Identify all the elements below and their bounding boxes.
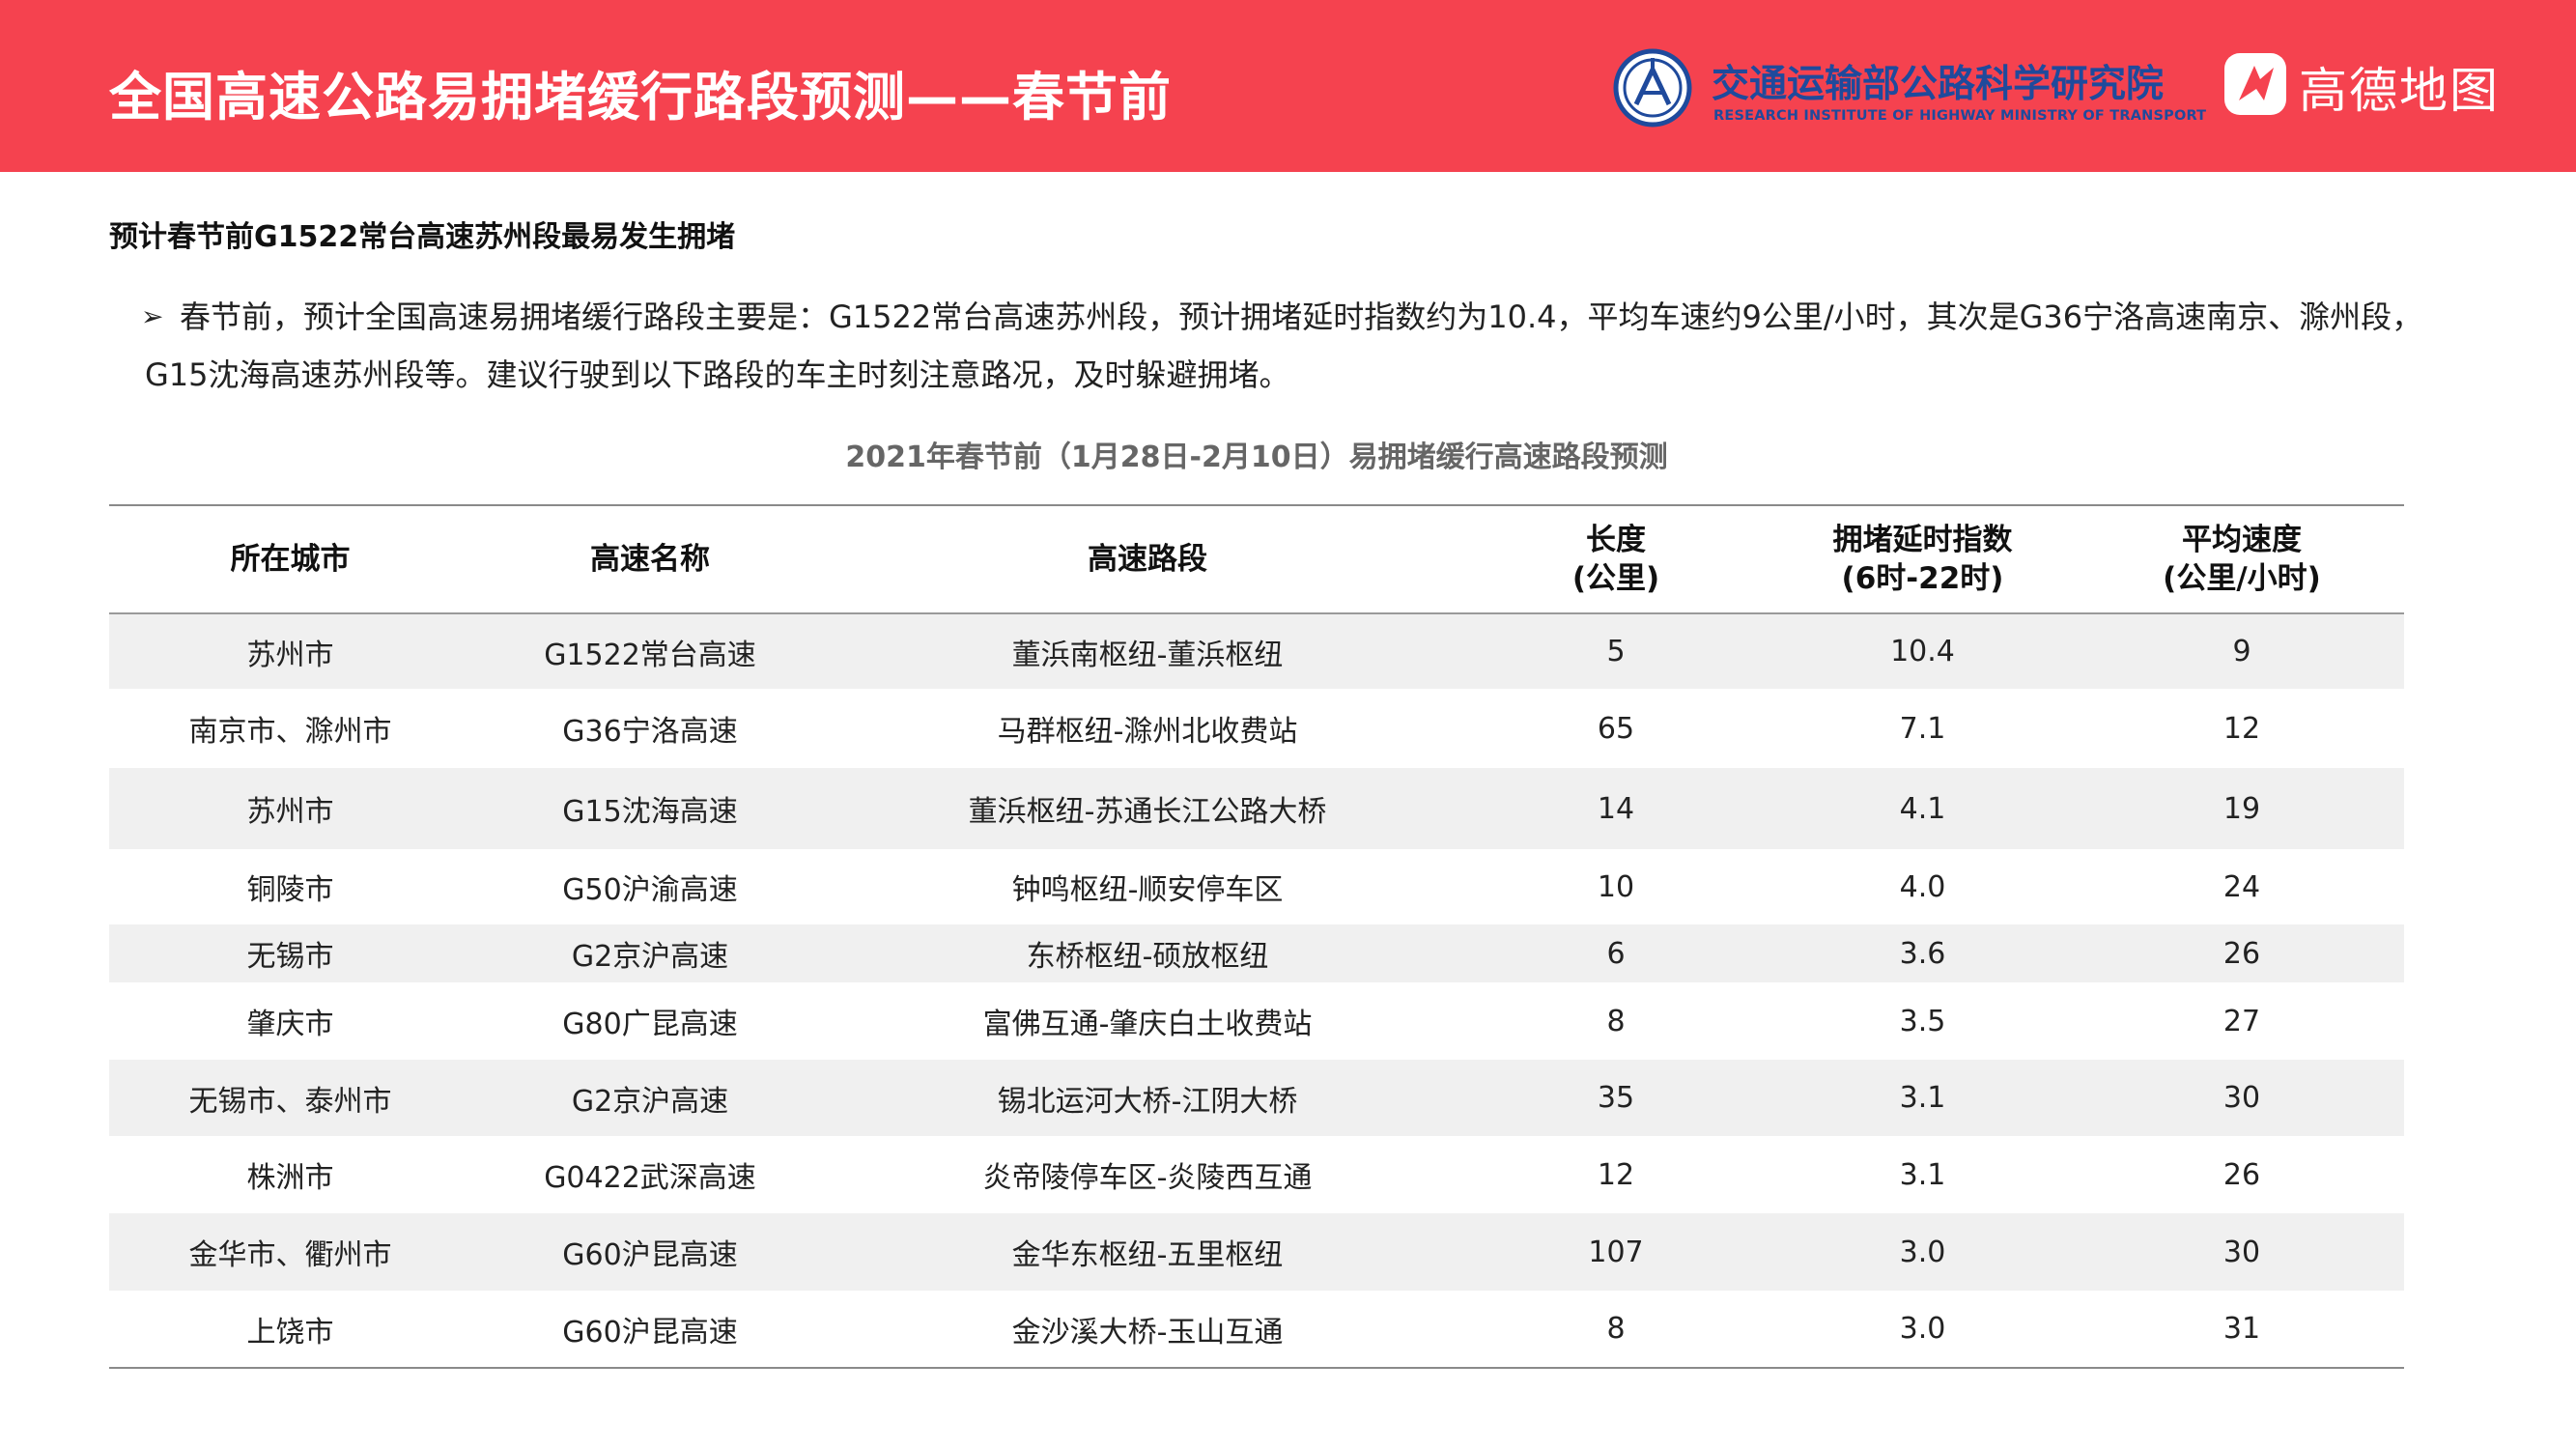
cell-length: 107 [1466, 1213, 1766, 1291]
cell-speed: 12 [2222, 711, 2261, 746]
cell-delay-index: 7.1 [1899, 711, 1946, 746]
table-row: 上饶市 G60沪昆高速 金沙溪大桥-玉山互通 8 3.0 31 [109, 1291, 2404, 1368]
cell-delay-index: 3.0 [1899, 1312, 1946, 1346]
cell-speed: 19 [2080, 768, 2404, 849]
header-delay-index: 拥堵延时指数 (6时-22时) [1766, 505, 2080, 614]
org-name-en: RESEARCH INSTITUTE OF HIGHWAY MINISTRY O… [1713, 108, 2207, 124]
amap-name: 高德地图 [2299, 63, 2500, 119]
cell-speed: 9 [2080, 613, 2404, 689]
cell-city: 南京市、滁州市 [188, 715, 392, 749]
cell-highway: G50沪渝高速 [562, 873, 738, 907]
bullet-arrow-icon: ➢ [141, 300, 164, 332]
cell-length: 8 [1606, 1004, 1626, 1038]
cell-segment: 锡北运河大桥-江阴大桥 [829, 1060, 1466, 1136]
cell-speed: 27 [2222, 1004, 2261, 1038]
cell-highway: G60沪昆高速 [562, 1315, 738, 1350]
cell-highway: G80广昆高速 [562, 1008, 738, 1041]
summary-text: 春节前，预计全国高速易拥堵缓行路段主要是：G1522常台高速苏州段，预计拥堵延时… [145, 298, 2423, 393]
cell-city: 金华市、衢州市 [109, 1213, 471, 1291]
org-name: 交通运输部公路科学研究院 [1712, 63, 2165, 106]
cell-highway: G2京沪高速 [471, 1060, 829, 1136]
cell-city: 株洲市 [246, 1161, 334, 1195]
cell-segment: 炎帝陵停车区-炎陵西互通 [982, 1161, 1313, 1195]
cell-delay-index: 4.1 [1766, 768, 2080, 849]
cell-segment: 钟鸣枢纽-顺安停车区 [1011, 873, 1284, 907]
header-length: 长度 (公里) [1466, 505, 1766, 614]
table-row: 铜陵市 G50沪渝高速 钟鸣枢纽-顺安停车区 10 4.0 24 [109, 849, 2404, 924]
cell-city: 铜陵市 [246, 873, 334, 907]
cell-highway: G0422武深高速 [544, 1161, 756, 1195]
amap-logo-icon [2224, 53, 2286, 115]
table-row: 株洲市 G0422武深高速 炎帝陵停车区-炎陵西互通 12 3.1 26 [109, 1136, 2404, 1213]
table-caption: 2021年春节前（1月28日-2月10日）易拥堵缓行高速路段预测 [845, 440, 1668, 474]
page-title: 全国高速公路易拥堵缓行路段预测——春节前 [109, 67, 1172, 128]
cell-delay-index: 3.1 [1766, 1060, 2080, 1136]
header-city: 所在城市 [109, 505, 471, 614]
cell-length: 6 [1466, 924, 1766, 982]
cell-city: 苏州市 [109, 768, 471, 849]
cell-highway: G1522常台高速 [471, 613, 829, 689]
cell-highway: G2京沪高速 [471, 924, 829, 982]
cell-segment: 董浜枢纽-苏通长江公路大桥 [829, 768, 1466, 849]
cell-segment: 富佛互通-肇庆白土收费站 [982, 1008, 1313, 1041]
cell-city: 无锡市、泰州市 [109, 1060, 471, 1136]
cell-length: 65 [1597, 711, 1635, 746]
summary-paragraph: 春节前，预计全国高速易拥堵缓行路段主要是：G1522常台高速苏州段，预计拥堵延时… [145, 288, 2444, 404]
cell-length: 35 [1466, 1060, 1766, 1136]
table-row: 苏州市 G15沈海高速 董浜枢纽-苏通长江公路大桥 14 4.1 19 [109, 768, 2404, 849]
cell-delay-index: 10.4 [1766, 613, 2080, 689]
cell-length: 14 [1466, 768, 1766, 849]
cell-delay-index: 3.6 [1766, 924, 2080, 982]
forecast-table: 所在城市 高速名称 高速路段 长度 (公里) 拥堵延时指数 (6时-22时) 平均速… [109, 504, 2404, 1369]
institute-logo-icon [1613, 48, 1692, 128]
table-row: 无锡市 G2京沪高速 东桥枢纽-硕放枢纽 6 3.6 26 [109, 924, 2404, 982]
cell-speed: 26 [2080, 924, 2404, 982]
cell-segment: 马群枢纽-滁州北收费站 [997, 715, 1298, 749]
cell-delay-index: 3.1 [1899, 1157, 1946, 1192]
table-row: 南京市、滁州市 G36宁洛高速 马群枢纽-滁州北收费站 65 7.1 12 [109, 689, 2404, 768]
cell-segment: 董浜南枢纽-董浜枢纽 [829, 613, 1466, 689]
cell-segment: 金华东枢纽-五里枢纽 [829, 1213, 1466, 1291]
table-row: 金华市、衢州市 G60沪昆高速 金华东枢纽-五里枢纽 107 3.0 30 [109, 1213, 2404, 1291]
cell-highway: G15沈海高速 [471, 768, 829, 849]
table-row: 无锡市、泰州市 G2京沪高速 锡北运河大桥-江阴大桥 35 3.1 30 [109, 1060, 2404, 1136]
cell-segment: 金沙溪大桥-玉山互通 [1011, 1315, 1284, 1350]
cell-length: 5 [1466, 613, 1766, 689]
cell-speed: 26 [2222, 1157, 2261, 1192]
cell-delay-index: 3.0 [1766, 1213, 2080, 1291]
table-row: 苏州市 G1522常台高速 董浜南枢纽-董浜枢纽 5 10.4 9 [109, 613, 2404, 689]
cell-segment: 东桥枢纽-硕放枢纽 [829, 924, 1466, 982]
header-avg-speed: 平均速度 (公里/小时) [2080, 505, 2404, 614]
cell-length: 8 [1606, 1312, 1626, 1346]
cell-speed: 30 [2080, 1060, 2404, 1136]
header-highway-name: 高速名称 [471, 505, 829, 614]
table-header-row: 所在城市 高速名称 高速路段 长度 (公里) 拥堵延时指数 (6时-22时) 平均速… [109, 505, 2404, 614]
cell-delay-index: 3.5 [1899, 1004, 1946, 1038]
cell-highway: G60沪昆高速 [471, 1213, 829, 1291]
forecast-table-wrap: 所在城市 高速名称 高速路段 长度 (公里) 拥堵延时指数 (6时-22时) 平均速… [109, 504, 2404, 1369]
header-bar: 全国高速公路易拥堵缓行路段预测——春节前 交通运输部公路科学研究院 RESEAR… [0, 0, 2576, 172]
cell-city: 无锡市 [109, 924, 471, 982]
table-row: 肇庆市 G80广昆高速 富佛互通-肇庆白土收费站 8 3.5 27 [109, 982, 2404, 1060]
cell-highway: G36宁洛高速 [562, 715, 738, 749]
cell-length: 12 [1597, 1157, 1635, 1192]
header-segment: 高速路段 [829, 505, 1466, 614]
cell-speed: 24 [2222, 869, 2261, 904]
section-subheading: 预计春节前G1522常台高速苏州段最易发生拥堵 [109, 220, 736, 254]
cell-speed: 31 [2222, 1312, 2261, 1346]
cell-city: 苏州市 [109, 613, 471, 689]
cell-delay-index: 4.0 [1899, 869, 1946, 904]
cell-city: 上饶市 [246, 1315, 334, 1350]
cell-speed: 30 [2080, 1213, 2404, 1291]
cell-city: 肇庆市 [246, 1008, 334, 1041]
cell-length: 10 [1597, 869, 1635, 904]
